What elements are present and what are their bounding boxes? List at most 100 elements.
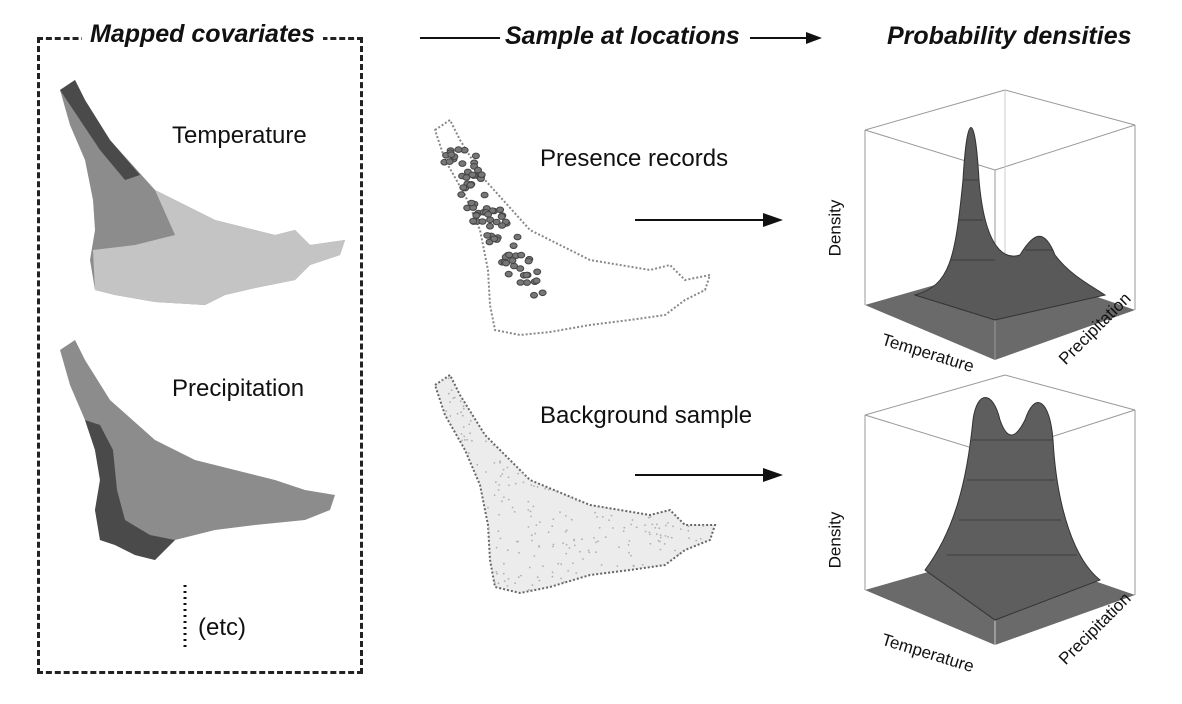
background-point <box>514 482 517 485</box>
background-sample-label: Background sample <box>540 402 753 429</box>
presence-records-label: Presence records <box>540 145 729 172</box>
presence-point <box>509 242 518 249</box>
background-point <box>506 466 509 469</box>
presence-point <box>484 211 493 218</box>
background-point <box>564 530 567 533</box>
background-point <box>635 526 638 529</box>
background-point <box>535 524 538 526</box>
background-sample-map <box>433 373 717 595</box>
background-point <box>658 527 661 530</box>
background-point <box>672 525 674 528</box>
background-point <box>531 584 534 587</box>
background-point <box>552 543 555 546</box>
background-point <box>506 549 509 552</box>
presence-point <box>467 199 476 207</box>
background-point <box>498 513 500 516</box>
background-point <box>495 571 498 573</box>
background-point <box>499 475 502 477</box>
background-point <box>565 529 568 532</box>
background-point <box>456 412 459 415</box>
presence-point <box>486 216 495 223</box>
background-point <box>495 546 498 549</box>
precipitation-label: Precipitation <box>172 375 305 402</box>
background-point <box>485 471 487 473</box>
sample-at-locations-heading: Sample at locations <box>505 22 740 50</box>
background-point <box>527 526 530 528</box>
presence-point <box>517 251 526 259</box>
background-point <box>641 563 644 566</box>
background-point <box>462 426 465 428</box>
background-point <box>564 515 567 517</box>
background-point <box>648 531 651 534</box>
presence-density-z-label: Density <box>825 199 845 257</box>
background-point <box>644 530 647 533</box>
background-point <box>542 565 544 567</box>
background-point <box>567 570 569 572</box>
background-point <box>674 549 676 552</box>
etc-label: (etc) <box>198 614 246 641</box>
background-point <box>612 527 614 529</box>
background-point <box>579 550 581 553</box>
background-point <box>520 574 522 577</box>
background-point <box>503 562 505 565</box>
presence-point <box>508 257 517 264</box>
background-point <box>503 580 506 582</box>
background-point <box>530 515 532 518</box>
background-point <box>460 433 463 435</box>
background-point <box>570 497 572 499</box>
background-point <box>687 525 690 528</box>
background-point <box>503 496 505 499</box>
background-point <box>595 551 597 554</box>
temperature-label: Temperature <box>172 122 307 149</box>
background-point <box>487 527 490 529</box>
background-point <box>497 582 500 585</box>
presence-point <box>513 233 522 241</box>
presence-point <box>457 191 466 198</box>
background-point <box>647 516 650 519</box>
background-point <box>649 516 652 518</box>
background-point <box>547 488 550 491</box>
background-point <box>471 439 473 442</box>
background-point <box>608 519 610 522</box>
background-point <box>463 439 466 441</box>
presence-point <box>466 181 475 189</box>
background-point <box>534 532 537 535</box>
background-point <box>688 537 690 540</box>
background-point <box>654 526 657 529</box>
background-point <box>596 516 598 518</box>
presence-point <box>471 152 480 160</box>
background-point <box>630 554 632 557</box>
background-point <box>628 551 630 554</box>
background-point <box>499 537 502 540</box>
background-point <box>528 566 531 569</box>
background-point <box>517 472 519 475</box>
background-point <box>521 472 524 475</box>
background-point <box>527 509 530 511</box>
background-point <box>501 500 503 503</box>
background-point <box>560 563 563 565</box>
etc-dotted-line <box>183 585 187 651</box>
background-point <box>461 439 463 442</box>
background-point <box>511 506 514 509</box>
background-point <box>667 522 669 524</box>
background-point <box>452 397 455 399</box>
background-density-plot <box>864 374 1136 645</box>
background-point <box>449 415 452 417</box>
background-point <box>551 525 554 528</box>
background-point <box>447 377 450 380</box>
background-point <box>538 545 540 547</box>
background-point <box>461 414 464 417</box>
background-point <box>593 537 595 539</box>
background-point <box>448 392 450 395</box>
background-point <box>499 460 501 463</box>
background-point <box>466 438 468 441</box>
background-point <box>702 525 705 527</box>
background-point <box>502 468 505 471</box>
presence-point <box>532 277 541 284</box>
presence-point <box>477 171 486 178</box>
background-point <box>655 533 658 536</box>
background-point <box>506 585 509 587</box>
background-point <box>499 461 501 464</box>
presence-point <box>496 206 505 214</box>
